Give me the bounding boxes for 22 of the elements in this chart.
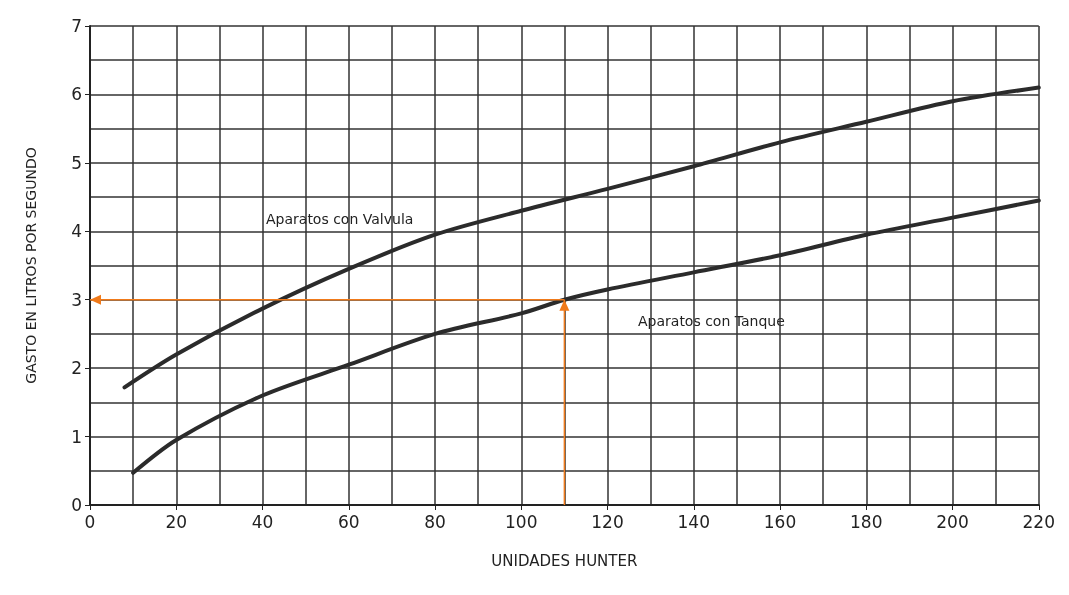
x-tick-label: 20 xyxy=(165,511,188,532)
x-tick-label: 40 xyxy=(251,511,274,532)
x-axis-title: UNIDADES HUNTER xyxy=(491,551,638,570)
y-tick-label: 7 xyxy=(71,16,82,36)
y-tick-label: 1 xyxy=(71,426,82,447)
y-tick-label: 5 xyxy=(71,152,82,173)
x-tick-label: 100 xyxy=(505,511,538,532)
x-tick-label: 160 xyxy=(763,511,797,532)
x-tick-label: 200 xyxy=(936,511,969,532)
y-axis-title: GASTO EN LITROS POR SEGUNDO xyxy=(23,147,39,384)
y-tick-label: 0 xyxy=(71,495,82,515)
x-tick-label: 120 xyxy=(591,511,624,532)
x-tick-label: 180 xyxy=(850,511,883,532)
x-tick-label: 60 xyxy=(337,511,360,532)
x-tick-label: 0 xyxy=(84,511,96,532)
x-tick-label: 140 xyxy=(677,511,710,532)
x-tick-label: 220 xyxy=(1022,511,1055,532)
y-tick-label: 6 xyxy=(71,84,82,105)
y-tick-label: 4 xyxy=(71,221,82,242)
y-tick-label: 2 xyxy=(71,358,82,379)
y-tick-label: 3 xyxy=(71,289,82,310)
x-tick-label: 80 xyxy=(424,511,446,532)
